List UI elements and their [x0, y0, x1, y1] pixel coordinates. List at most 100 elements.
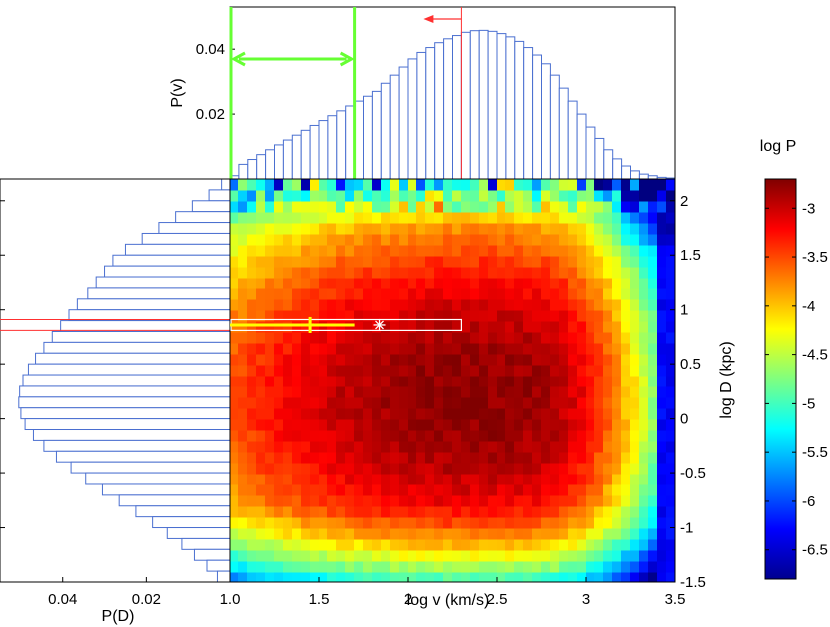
heatmap-cell — [666, 375, 676, 387]
heatmap-cell — [621, 277, 632, 289]
top-histogram-bar — [514, 40, 525, 180]
heatmap-cell — [497, 375, 507, 387]
heatmap-cell — [657, 309, 668, 322]
heatmap-cell — [230, 309, 240, 322]
heatmap-cell — [577, 375, 587, 387]
heatmap-cell — [559, 353, 570, 366]
heatmap-cell — [648, 222, 659, 235]
heatmap-cell — [247, 538, 258, 551]
heatmap-cell — [434, 353, 445, 366]
heatmap-cell — [443, 309, 454, 322]
heatmap-cell — [630, 375, 641, 387]
heatmap-cell — [497, 211, 507, 224]
heatmap-cell — [514, 353, 525, 366]
heatmap-cell — [532, 298, 543, 311]
heatmap-cell — [319, 396, 329, 409]
heatmap-cell — [230, 244, 240, 257]
heatmap-cell — [408, 494, 418, 507]
heatmap-cell — [550, 385, 561, 398]
heatmap-cell — [603, 440, 614, 453]
heatmap-cell — [247, 473, 258, 485]
heatmap-cell — [470, 266, 481, 279]
heatmap-cell — [603, 462, 614, 475]
heatmap-cell — [399, 440, 409, 453]
heatmap-cell — [354, 396, 365, 409]
heatmap-cell — [381, 287, 392, 300]
heatmap-cell — [292, 331, 303, 344]
heatmap-cell — [497, 407, 507, 420]
heatmap-cell — [292, 407, 303, 420]
heatmap-cell — [434, 483, 445, 496]
heatmap-cell — [416, 222, 427, 235]
heatmap-cell — [577, 505, 587, 518]
heatmap-cell — [479, 320, 490, 333]
heatmap-cell — [443, 385, 454, 398]
heatmap-cell — [327, 211, 338, 224]
heatmap-cell — [327, 200, 338, 213]
heatmap-cell — [532, 396, 543, 409]
heatmap-cell — [283, 211, 294, 224]
heatmap-cell — [336, 189, 347, 202]
heatmap-cell — [461, 505, 472, 518]
heatmap-cell — [594, 549, 605, 562]
heatmap-cell — [292, 385, 303, 398]
heatmap-cell — [443, 451, 454, 464]
heatmap-cell — [292, 494, 303, 507]
heatmap-cell — [612, 320, 623, 333]
heatmap-cell — [336, 560, 347, 573]
heatmap-cell — [666, 266, 676, 279]
heatmap-cell — [345, 494, 356, 507]
heatmap-cell — [238, 505, 249, 518]
heatmap-cell — [301, 244, 312, 257]
heatmap-cell — [577, 189, 587, 202]
heatmap-cell — [354, 287, 365, 300]
heatmap-cell — [265, 429, 276, 442]
heatmap-cell — [648, 560, 659, 573]
heatmap-cell — [550, 473, 561, 485]
heatmap-cell — [238, 179, 249, 191]
heatmap-cell — [470, 407, 481, 420]
top-histogram-markers — [229, 7, 462, 179]
heatmap-cell — [390, 516, 401, 529]
heatmap-cell — [372, 440, 383, 453]
heatmap-cell — [514, 527, 525, 540]
heatmap-cell — [310, 505, 320, 518]
heatmap-cell — [648, 549, 659, 562]
heatmap-cell — [648, 505, 659, 518]
heatmap-cell — [639, 429, 650, 442]
heatmap-cell — [390, 266, 401, 279]
heatmap-cell — [408, 189, 418, 202]
top-histogram-bar — [630, 170, 640, 180]
heatmap-cell — [238, 233, 249, 246]
heatmap-cell — [594, 233, 605, 246]
heatmap-cell — [568, 342, 579, 355]
heatmap-cell — [238, 255, 249, 268]
heatmap-cell — [283, 266, 294, 279]
heatmap-cell — [514, 320, 525, 333]
heatmap-cell — [390, 287, 401, 300]
heatmap-cell — [488, 385, 498, 398]
green-range-arrowhead-left — [230, 51, 246, 67]
heatmap-cell — [443, 244, 454, 257]
heatmap-cell — [372, 505, 383, 518]
heatmap-cell — [390, 353, 401, 366]
heatmap-cell — [443, 331, 454, 344]
heatmap-cell — [505, 560, 516, 573]
heatmap-cell — [247, 277, 258, 289]
left-histogram-bars — [18, 178, 231, 583]
heatmap-cell — [416, 560, 427, 573]
heatmap-cell — [612, 211, 623, 224]
heatmap-cell — [603, 211, 614, 224]
top-histogram: 0.020.04 P(v) — [169, 6, 676, 180]
heatmap-cell — [292, 211, 303, 224]
heatmap-cell — [630, 560, 641, 573]
heatmap-cell — [612, 407, 623, 420]
left-histogram-xtick-label: 0.02 — [132, 591, 161, 608]
heatmap-cell — [238, 483, 249, 496]
heatmap-cell — [568, 440, 579, 453]
heatmap-cell — [425, 189, 436, 202]
heatmap-cell — [621, 364, 632, 377]
heatmap-cell — [630, 211, 641, 224]
heatmap-cell — [639, 375, 650, 387]
heatmap-cell — [408, 483, 418, 496]
